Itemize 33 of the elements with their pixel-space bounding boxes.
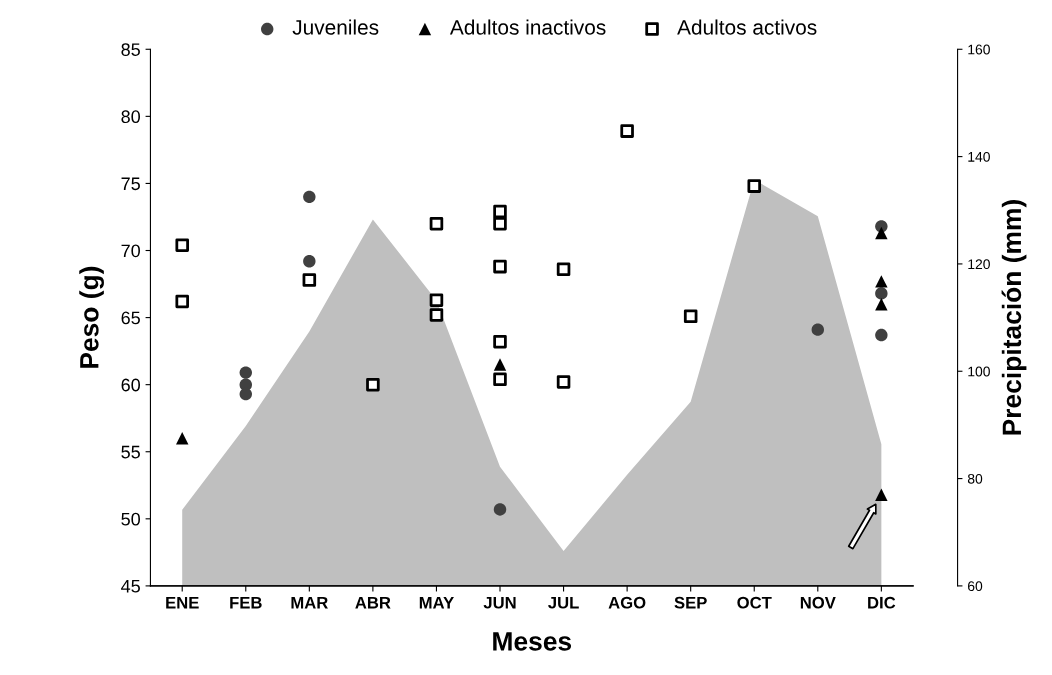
- x-tick-label: ABR: [355, 596, 391, 609]
- y-tick-label: 50: [121, 512, 141, 526]
- x-tick-label: OCT: [737, 596, 772, 609]
- y2-tick-label: 140: [968, 151, 990, 162]
- x-tick-label: FEB: [230, 596, 262, 609]
- x-tick-label: SEP: [674, 596, 707, 609]
- y2-tick-label: 60: [968, 581, 983, 592]
- x-tick-label: ENE: [166, 596, 199, 609]
- y-tick-label: 45: [121, 580, 140, 593]
- y-tick-label: 70: [121, 244, 141, 258]
- y-axis-title: Peso (g): [79, 266, 104, 368]
- legend-label: Adultos activos: [677, 19, 817, 35]
- y2-tick-label: 100: [968, 366, 990, 377]
- x-axis-title: Meses: [493, 632, 572, 651]
- legend-label: Juveniles: [292, 19, 379, 35]
- y2-tick-label: 120: [968, 259, 990, 270]
- y-tick-label: 60: [121, 378, 141, 392]
- y-tick-label: 80: [121, 110, 141, 124]
- y2-tick-label: 160: [968, 44, 990, 55]
- y-tick-label: 85: [121, 43, 140, 56]
- x-tick-label: NOV: [800, 596, 836, 609]
- x-tick-label: MAY: [419, 596, 454, 609]
- y-tick-label: 75: [121, 177, 140, 191]
- y-tick-label: 65: [121, 311, 140, 325]
- y2-axis-title: Precipitación (mm): [1001, 200, 1027, 435]
- x-tick-label: AGO: [608, 596, 646, 609]
- x-tick-label: DIC: [868, 596, 896, 609]
- legend-label: Adultos inactivos: [449, 19, 606, 35]
- x-tick-label: MAR: [291, 596, 328, 609]
- x-tick-label: JUN: [483, 596, 516, 609]
- x-tick-label: JUL: [548, 596, 579, 609]
- y-tick-label: 55: [121, 445, 140, 459]
- y2-tick-label: 80: [967, 473, 983, 484]
